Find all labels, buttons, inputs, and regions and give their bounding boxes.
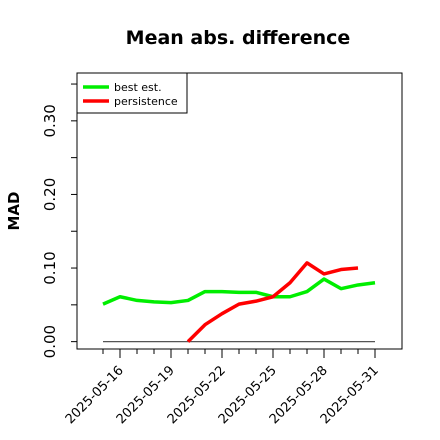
legend: best est. persistence bbox=[76, 72, 188, 114]
y-tick-label: 0.20 bbox=[41, 178, 59, 211]
y-axis: 0.00 0.10 0.20 0.30 bbox=[41, 83, 77, 358]
legend-box bbox=[76, 72, 188, 114]
series-line-persistence bbox=[186, 261, 359, 343]
y-tick-label: 0.10 bbox=[41, 251, 59, 284]
legend-label-persistence: persistence bbox=[114, 95, 178, 108]
legend-label-best-est: best est. bbox=[114, 81, 162, 94]
series-line-best-est bbox=[102, 277, 376, 306]
y-tick-label: 0.00 bbox=[41, 325, 59, 358]
plot-frame bbox=[76, 72, 403, 350]
chart-title: Mean abs. difference bbox=[126, 27, 351, 49]
series-group bbox=[102, 261, 376, 343]
y-axis-label: MAD bbox=[5, 192, 23, 231]
x-axis: 2025-05-162025-05-192025-05-222025-05-25… bbox=[63, 349, 382, 427]
y-tick-label: 0.30 bbox=[41, 104, 59, 137]
